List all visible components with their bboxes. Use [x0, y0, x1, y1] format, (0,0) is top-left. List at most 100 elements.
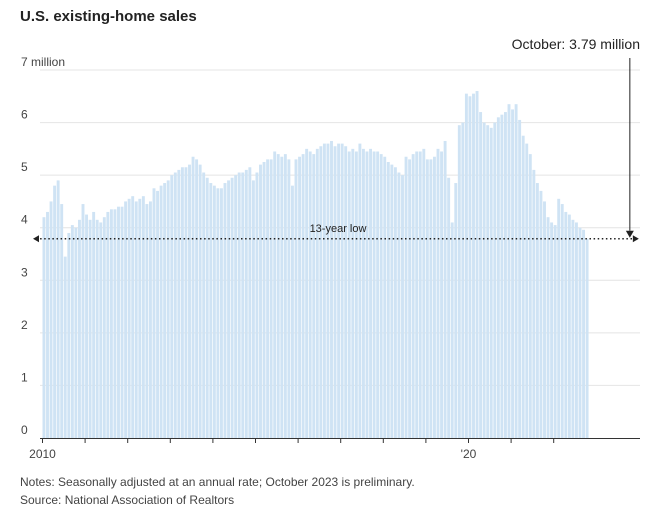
bar: [305, 148, 309, 438]
bar: [489, 127, 493, 438]
reference-line-label: 13-year low: [310, 223, 367, 235]
bar: [330, 140, 333, 438]
bar: [145, 204, 149, 438]
bar: [241, 172, 245, 438]
bar: [131, 196, 135, 438]
bar: [354, 151, 358, 438]
bar: [173, 172, 177, 438]
bar: [117, 206, 120, 438]
bar: [177, 169, 181, 438]
bar: [205, 177, 209, 438]
bar: [152, 188, 156, 438]
bar: [273, 151, 277, 438]
bar: [464, 93, 468, 439]
bar: [294, 159, 298, 438]
bar: [244, 169, 248, 438]
bar: [457, 125, 461, 438]
bar: [450, 222, 454, 438]
y-tick-label: 2: [21, 318, 28, 332]
bar: [564, 211, 568, 438]
bar: [475, 91, 479, 439]
bar: [276, 154, 280, 438]
chart-source: Source: National Association of Realtors: [20, 493, 235, 507]
bar: [120, 206, 124, 438]
bar: [163, 183, 167, 438]
bar: [109, 209, 113, 438]
bar: [578, 227, 582, 438]
bar: [298, 156, 301, 438]
bar: [511, 109, 514, 438]
bar: [262, 162, 266, 438]
bar: [333, 146, 337, 438]
bar: [550, 222, 554, 438]
bar: [404, 156, 408, 438]
chart-notes: Notes: Seasonally adjusted at an annual …: [20, 475, 415, 489]
bar: [493, 122, 497, 439]
x-tick-label: 2010: [29, 447, 56, 461]
y-tick-label: 7 million: [21, 55, 65, 69]
bar: [106, 211, 110, 438]
bar: [259, 164, 262, 438]
bar: [269, 159, 273, 438]
bar: [582, 229, 585, 438]
bar: [312, 154, 316, 438]
bar: [301, 154, 305, 438]
bar: [436, 148, 440, 438]
bar: [287, 159, 291, 438]
bar: [53, 185, 57, 438]
bar: [291, 185, 294, 438]
bar: [479, 112, 483, 439]
bar: [521, 135, 525, 438]
bar: [149, 201, 152, 438]
bar: [422, 148, 426, 438]
bar: [141, 196, 145, 438]
bar: [248, 167, 252, 438]
bar: [393, 167, 397, 438]
bar: [429, 159, 433, 438]
bar: [223, 183, 227, 438]
bar: [180, 167, 184, 438]
bar: [170, 175, 174, 438]
bar: [397, 172, 401, 438]
bar: [127, 198, 131, 438]
bar: [567, 214, 571, 438]
bar: [532, 169, 536, 438]
bar: [486, 125, 490, 438]
bar: [546, 217, 550, 438]
y-tick-label: 0: [21, 423, 28, 437]
bar: [358, 143, 362, 438]
bar: [408, 159, 412, 438]
y-tick-label: 4: [21, 213, 28, 227]
bar: [440, 151, 443, 438]
bar: [528, 154, 532, 438]
bar: [401, 175, 404, 438]
bar: [46, 211, 49, 438]
bar: [319, 146, 323, 438]
bar: [383, 156, 387, 438]
bar: [209, 183, 213, 438]
bar: [337, 143, 341, 438]
bar: [266, 159, 270, 438]
bar: [461, 122, 465, 439]
bar: [308, 151, 312, 438]
bar: [166, 180, 170, 438]
bar: [134, 201, 138, 438]
bar: [85, 214, 88, 438]
bar: [198, 164, 202, 438]
bar: [514, 104, 518, 439]
bar: [67, 232, 71, 438]
bar: [386, 162, 390, 438]
bar: [42, 217, 46, 438]
bar: [496, 117, 500, 439]
bar: [188, 164, 191, 438]
bar: [443, 140, 447, 438]
bar: [454, 183, 458, 438]
bar: [553, 225, 557, 438]
bar: [191, 156, 195, 438]
bar: [95, 219, 99, 438]
bar: [344, 146, 348, 438]
bar: [315, 148, 319, 438]
bar: [379, 154, 383, 438]
bar: [156, 190, 159, 438]
